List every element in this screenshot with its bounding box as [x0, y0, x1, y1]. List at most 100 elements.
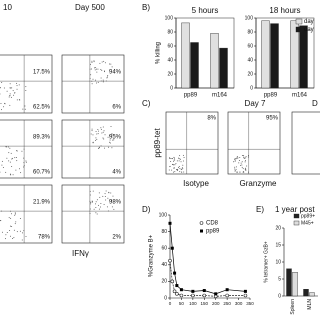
event-dot	[90, 201, 92, 203]
event-dot	[245, 167, 247, 169]
event-dot	[235, 158, 237, 160]
event-dot	[103, 138, 105, 140]
event-dot	[101, 132, 103, 134]
event-dot	[236, 171, 238, 173]
event-dot	[4, 102, 6, 104]
event-dot	[168, 169, 170, 171]
event-dot	[183, 171, 185, 173]
event-dot	[10, 96, 12, 98]
event-dot	[93, 60, 95, 62]
percent: 21.9%	[33, 200, 51, 206]
event-dot	[0, 220, 2, 222]
event-dot	[101, 61, 103, 63]
percent: 89.3%	[33, 135, 51, 141]
event-dot	[234, 160, 236, 162]
event-dot	[97, 68, 99, 70]
event-dot	[103, 203, 105, 205]
x-tick-label: MLN	[307, 299, 313, 310]
event-dot	[18, 99, 20, 101]
event-dot	[113, 139, 115, 141]
event-dot	[5, 171, 7, 173]
event-dot	[11, 226, 13, 228]
event-dot	[91, 61, 93, 63]
event-dot	[182, 160, 184, 162]
x-tick-label: 300	[235, 301, 243, 306]
event-dot	[174, 157, 176, 159]
y-label: % tetramer+ GzB+	[263, 241, 269, 282]
event-dot	[0, 103, 2, 105]
event-dot	[9, 235, 11, 237]
event-dot	[89, 194, 91, 196]
event-dot	[97, 204, 99, 206]
event-dot	[102, 131, 104, 133]
event-dot	[91, 201, 93, 203]
bar	[299, 25, 308, 89]
event-dot	[182, 164, 184, 166]
event-dot	[25, 161, 27, 163]
event-dot	[100, 128, 102, 130]
point	[168, 258, 172, 263]
event-dot	[237, 157, 239, 159]
flow-plot	[61, 119, 125, 179]
event-dot	[93, 208, 95, 210]
event-dot	[244, 160, 246, 162]
point	[168, 221, 172, 225]
event-dot	[100, 145, 102, 147]
event-dot	[3, 106, 5, 108]
panel-title: 1 year post	[275, 205, 315, 214]
event-dot	[95, 67, 97, 69]
y-tick-label: 0	[250, 85, 253, 91]
event-dot	[9, 230, 11, 232]
event-dot	[92, 190, 94, 192]
event-dot	[173, 160, 175, 162]
bar	[219, 47, 228, 89]
x-tick-label: pp89	[264, 93, 278, 99]
event-dot	[176, 160, 178, 162]
bar	[181, 22, 190, 89]
bar	[290, 20, 299, 89]
bar	[270, 23, 279, 89]
panel-letter: D)	[142, 205, 151, 214]
event-dot	[16, 150, 18, 152]
event-dot	[234, 158, 236, 160]
legend-label: CD8	[206, 221, 219, 227]
event-dot	[179, 168, 181, 170]
event-dot	[110, 192, 112, 194]
event-dot	[107, 210, 109, 212]
event-dot	[23, 162, 25, 164]
event-dot	[89, 200, 91, 202]
event-dot	[6, 232, 8, 234]
event-dot	[14, 223, 16, 225]
event-dot	[105, 190, 107, 192]
event-dot	[95, 130, 97, 132]
event-dot	[104, 193, 106, 195]
event-dot	[236, 157, 238, 159]
event-dot	[108, 141, 110, 143]
event-dot	[175, 163, 177, 165]
event-dot	[10, 217, 12, 219]
event-dot	[104, 62, 106, 64]
event-dot	[9, 104, 11, 106]
y-tick-label: 15	[275, 242, 281, 248]
event-dot	[1, 164, 3, 166]
y-tick-label: 80	[167, 29, 173, 35]
event-dot	[109, 134, 111, 136]
event-dot	[100, 77, 102, 79]
event-dot	[236, 155, 238, 157]
event-dot	[106, 206, 108, 208]
point	[170, 279, 175, 284]
event-dot	[104, 196, 106, 198]
percent: 95%	[266, 116, 279, 122]
event-dot	[11, 87, 13, 89]
event-dot	[94, 67, 96, 69]
event-dot	[92, 134, 94, 136]
flow-plot	[0, 54, 53, 114]
legend-swatch	[293, 213, 300, 219]
y-tick-label: 60	[247, 43, 253, 49]
event-dot	[91, 80, 93, 82]
event-dot	[89, 77, 91, 79]
point	[225, 288, 229, 292]
event-dot	[99, 196, 101, 198]
event-dot	[173, 159, 175, 161]
event-dot	[16, 88, 18, 90]
